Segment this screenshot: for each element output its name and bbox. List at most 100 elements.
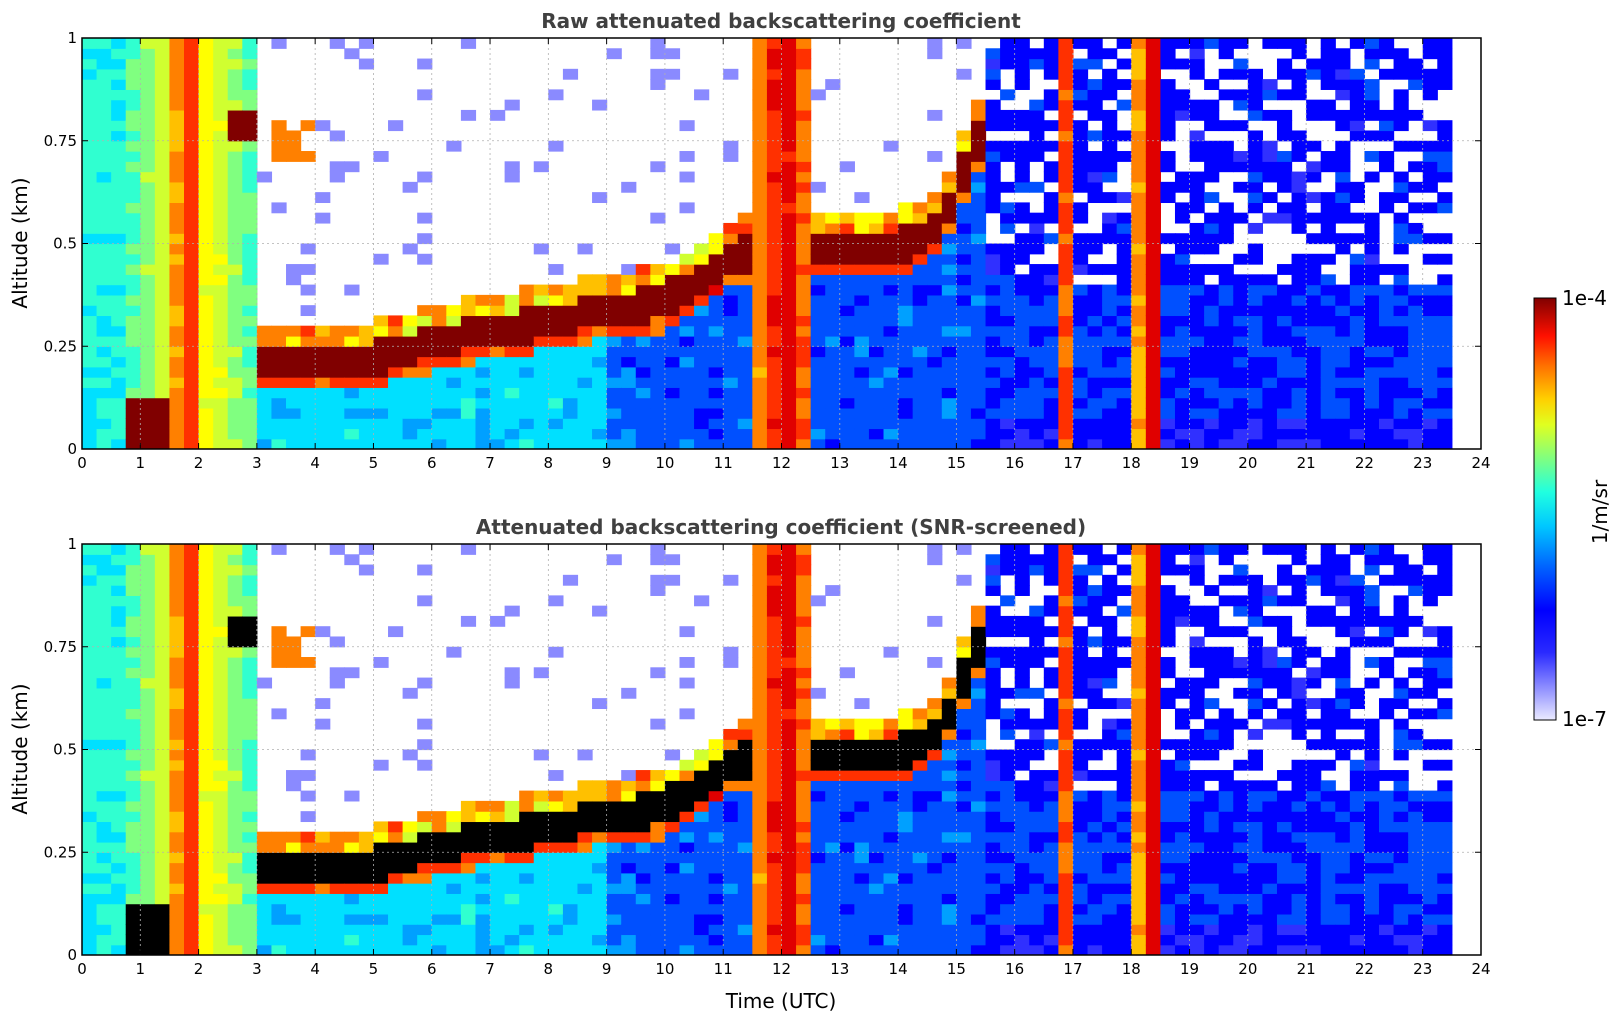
heatmap-cell	[300, 770, 316, 781]
heatmap-cell	[1291, 924, 1307, 936]
heatmap-cell	[388, 366, 404, 378]
heatmap-cell	[796, 841, 812, 853]
heatmap-cell	[1116, 387, 1132, 399]
heatmap-cell	[810, 862, 826, 874]
heatmap-cell	[664, 68, 681, 80]
heatmap-cell	[1189, 99, 1205, 111]
heatmap-cell	[1189, 872, 1205, 884]
heatmap-cell	[723, 305, 739, 317]
heatmap-cell	[242, 161, 258, 173]
heatmap-cell	[1233, 831, 1249, 843]
heatmap-cell	[1262, 274, 1278, 286]
heatmap-cell	[96, 800, 112, 812]
heatmap-cell	[1174, 346, 1191, 358]
heatmap-cell	[810, 356, 826, 368]
heatmap-cell	[956, 387, 972, 399]
heatmap-cell	[1014, 305, 1030, 317]
heatmap-cell	[1320, 48, 1336, 60]
heatmap-cell	[271, 708, 287, 720]
heatmap-cell	[1160, 770, 1176, 781]
heatmap-cell	[562, 852, 579, 864]
heatmap-cell	[562, 438, 579, 449]
heatmap-cell	[796, 377, 812, 388]
heatmap-cell	[1189, 657, 1205, 668]
heatmap-cell	[766, 944, 783, 955]
heatmap-cell	[1233, 38, 1249, 49]
heatmap-cell	[111, 99, 127, 111]
heatmap-cell	[752, 58, 768, 70]
heatmap-cell	[1262, 325, 1278, 337]
heatmap-cell	[125, 893, 141, 905]
heatmap-cell	[1072, 397, 1089, 409]
heatmap-cell	[417, 913, 433, 925]
heatmap-cell	[300, 749, 316, 761]
heatmap-cell	[1131, 48, 1147, 60]
heatmap-cell	[1087, 605, 1103, 617]
heatmap-cell	[533, 397, 549, 409]
heatmap-cell	[723, 140, 739, 152]
heatmap-cell	[664, 554, 681, 566]
heatmap-cell	[256, 356, 273, 368]
heatmap-cell	[125, 544, 141, 555]
heatmap-cell	[854, 852, 870, 864]
heatmap-cell	[548, 387, 564, 399]
heatmap-cell	[271, 387, 287, 399]
heatmap-cell	[96, 646, 112, 658]
heatmap-cell	[694, 883, 710, 894]
heatmap-cell	[417, 438, 433, 449]
heatmap-cell	[1058, 708, 1074, 720]
heatmap-cell	[125, 585, 141, 596]
heatmap-cell	[1014, 171, 1030, 183]
heatmap-cell	[956, 872, 972, 884]
heatmap-cell	[1218, 89, 1234, 101]
heatmap-cell	[708, 294, 724, 306]
heatmap-cell	[1029, 356, 1045, 368]
heatmap-cell	[198, 418, 214, 430]
heatmap-cell	[1247, 852, 1263, 864]
heatmap-cell	[562, 418, 579, 430]
heatmap-cell	[1378, 68, 1395, 80]
heatmap-cell	[242, 646, 258, 658]
heatmap-cell	[1262, 284, 1278, 296]
heatmap-cell	[184, 366, 200, 378]
heatmap-cell	[82, 934, 98, 946]
heatmap-cell	[1393, 294, 1409, 306]
heatmap-cell	[883, 377, 899, 388]
heatmap-cell	[1364, 428, 1380, 440]
heatmap-cell	[970, 151, 987, 162]
heatmap-cell	[752, 418, 768, 430]
heatmap-cell	[956, 883, 972, 894]
heatmap-cell	[111, 387, 127, 399]
heatmap-cell	[1014, 418, 1030, 430]
heatmap-cell	[650, 893, 666, 905]
heatmap-cell	[970, 862, 987, 874]
heatmap-cell	[1262, 346, 1278, 358]
heatmap-cell	[1437, 387, 1453, 399]
heatmap-cell	[1306, 944, 1322, 955]
heatmap-cell	[198, 284, 214, 296]
heatmap-cell	[184, 264, 200, 275]
heatmap-cell	[198, 585, 214, 596]
heatmap-cell	[184, 335, 200, 347]
heatmap-cell	[927, 407, 943, 419]
heatmap-cell	[1291, 883, 1307, 894]
heatmap-cell	[766, 99, 783, 111]
heatmap-cell	[213, 325, 229, 337]
heatmap-cell	[329, 428, 345, 440]
heatmap-cell	[1335, 68, 1351, 80]
heatmap-cell	[679, 893, 695, 905]
heatmap-cell	[1408, 58, 1424, 70]
heatmap-cell	[854, 366, 870, 378]
heatmap-cell	[82, 397, 98, 409]
heatmap-cell	[1291, 377, 1307, 388]
heatmap-cell	[956, 841, 972, 853]
heatmap-cell	[956, 38, 972, 49]
heatmap-cell	[621, 903, 637, 915]
heatmap-cell	[737, 274, 753, 286]
heatmap-cell	[548, 325, 564, 337]
heatmap-cell	[417, 595, 433, 607]
heatmap-cell	[446, 377, 462, 388]
heatmap-cell	[1102, 903, 1118, 915]
heatmap-cell	[315, 913, 331, 925]
heatmap-cell	[169, 708, 185, 720]
